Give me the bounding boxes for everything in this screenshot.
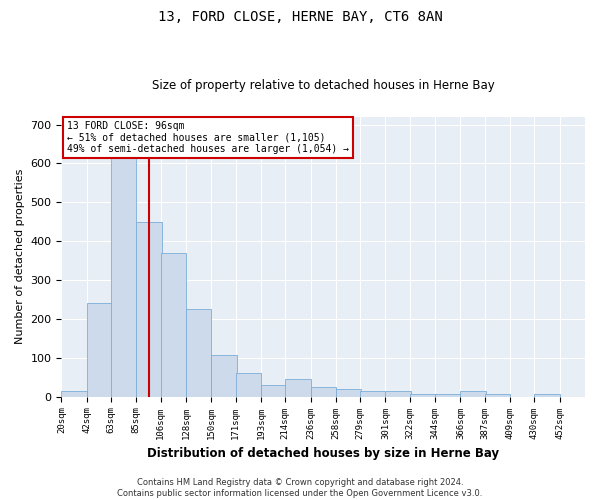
Bar bbox=[336, 389, 361, 396]
Bar bbox=[385, 391, 411, 396]
Bar bbox=[186, 309, 211, 396]
Title: Size of property relative to detached houses in Herne Bay: Size of property relative to detached ho… bbox=[152, 79, 494, 92]
Bar bbox=[111, 148, 136, 396]
X-axis label: Distribution of detached houses by size in Herne Bay: Distribution of detached houses by size … bbox=[147, 447, 499, 460]
Bar bbox=[211, 354, 237, 397]
Bar bbox=[360, 391, 385, 396]
Bar bbox=[236, 372, 261, 396]
Text: Contains HM Land Registry data © Crown copyright and database right 2024.
Contai: Contains HM Land Registry data © Crown c… bbox=[118, 478, 482, 498]
Bar bbox=[460, 391, 486, 396]
Y-axis label: Number of detached properties: Number of detached properties bbox=[15, 169, 25, 344]
Bar bbox=[87, 304, 112, 396]
Bar bbox=[61, 391, 87, 396]
Bar bbox=[261, 385, 286, 396]
Bar bbox=[136, 222, 162, 396]
Bar bbox=[485, 394, 510, 396]
Bar bbox=[435, 394, 460, 396]
Bar bbox=[285, 379, 311, 396]
Bar bbox=[410, 394, 435, 396]
Bar bbox=[534, 394, 560, 396]
Bar bbox=[311, 387, 336, 396]
Text: 13 FORD CLOSE: 96sqm
← 51% of detached houses are smaller (1,105)
49% of semi-de: 13 FORD CLOSE: 96sqm ← 51% of detached h… bbox=[67, 121, 349, 154]
Text: 13, FORD CLOSE, HERNE BAY, CT6 8AN: 13, FORD CLOSE, HERNE BAY, CT6 8AN bbox=[158, 10, 442, 24]
Bar bbox=[161, 253, 186, 396]
